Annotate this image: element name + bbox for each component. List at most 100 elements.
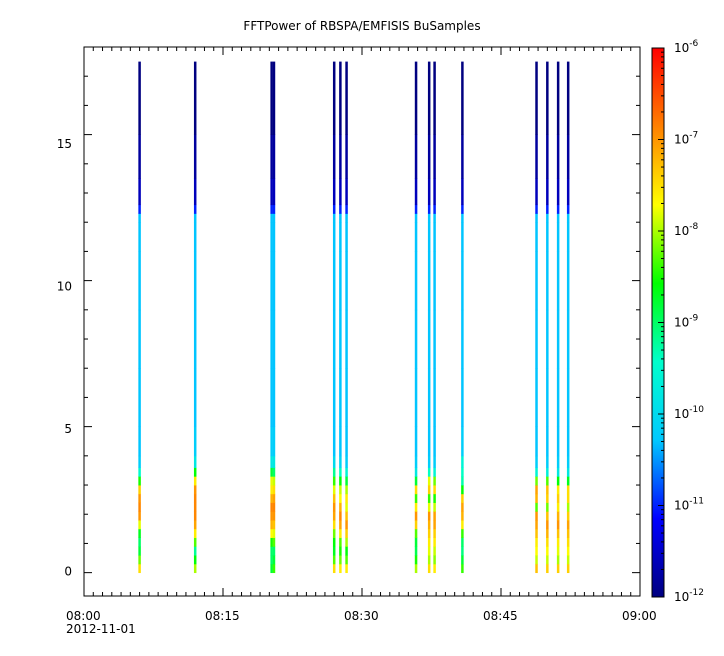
spectrum-cell (345, 511, 348, 521)
spectrum-cell (272, 309, 276, 369)
spectrum-column (339, 61, 342, 574)
spectrum-cell (535, 485, 538, 495)
colorbar-label: 10-8 (674, 222, 699, 238)
spectrum-cell (546, 426, 549, 457)
spectrum-cell (414, 222, 418, 252)
spectrum-cell (272, 134, 276, 179)
spectrum-cell (427, 476, 431, 486)
spectrum-cell (414, 61, 418, 136)
spectrum-cell (566, 476, 570, 486)
spectrum-cell (433, 455, 436, 468)
spectrum-cell (339, 546, 342, 556)
spectrum-cell (433, 537, 436, 547)
spectrum-cell (193, 520, 197, 530)
spectrum-cell (566, 546, 570, 556)
spectrum-cell (332, 134, 336, 179)
spectrum-cell (193, 368, 197, 428)
spectrum-cell (138, 493, 141, 503)
spectrum-cell (461, 309, 464, 369)
spectrum-cell (339, 520, 342, 530)
spectrum-cell (546, 485, 549, 495)
spectrum-cell (566, 426, 570, 457)
spectrum-column (461, 61, 464, 574)
spectrum-cell (332, 520, 336, 530)
spectrum-cell (556, 426, 560, 457)
spectrum-column (270, 61, 273, 574)
spectrum-cell (270, 426, 273, 457)
spectrum-cell (414, 426, 418, 457)
spectrum-cell (272, 178, 276, 206)
spectrum-cell (556, 467, 560, 477)
spectrum-cell (433, 546, 436, 556)
spectrum-cell (339, 502, 342, 512)
spectrum-cell (427, 485, 431, 495)
spectrum-cell (556, 520, 560, 530)
spectrum-column (427, 61, 431, 574)
spectrum-cell (270, 546, 273, 556)
spectrum-cell (414, 563, 418, 574)
spectrum-cell (270, 476, 273, 486)
spectrum-cell (193, 563, 197, 574)
spectrum-cell (332, 537, 336, 547)
spectrum-cell (272, 485, 276, 495)
spectrum-cell (414, 511, 418, 521)
spectrum-cell (270, 368, 273, 428)
y-tick-label: 5 (64, 422, 72, 436)
spectrum-cell (339, 178, 342, 206)
spectrum-cell (345, 476, 348, 486)
chart-title: FFTPower of RBSPA/EMFISIS BuSamples (243, 19, 480, 33)
spectrum-cell (138, 178, 141, 206)
spectrum-cell (272, 528, 276, 538)
spectrum-cell (461, 61, 464, 136)
spectrum-cell (345, 455, 348, 468)
spectrum-cell (535, 426, 538, 457)
spectrum-cell (270, 134, 273, 179)
spectrum-cell (414, 178, 418, 206)
spectrum-cell (339, 251, 342, 311)
spectrum-cell (461, 467, 464, 477)
spectrum-cell (272, 493, 276, 503)
spectrum-cell (427, 502, 431, 512)
spectrum-cell (461, 493, 464, 503)
spectrum-cell (193, 251, 197, 311)
spectrum-cell (193, 467, 197, 477)
spectrum-cell (556, 555, 560, 565)
y-tick-labels: 0 5 10 15 (57, 137, 72, 579)
colorbar-label: 10-12 (674, 588, 704, 604)
spectrum-cell (339, 511, 342, 521)
spectrum-cell (427, 511, 431, 521)
spectrum-cell (138, 546, 141, 556)
spectrum-cell (427, 563, 431, 574)
spectrum-cell (345, 467, 348, 477)
spectrum-cell (339, 61, 342, 136)
spectrum-cell (535, 476, 538, 486)
plot-area (83, 46, 641, 597)
spectrum-cell (345, 309, 348, 369)
spectrum-cell (433, 251, 436, 311)
spectrum-cell (566, 309, 570, 369)
spectrum-cell (193, 61, 197, 136)
spectrum-cell (345, 502, 348, 512)
spectrum-cell (332, 204, 336, 214)
spectrum-cell (345, 493, 348, 503)
spectrum-cell (138, 368, 141, 428)
spectrum-cell (546, 502, 549, 512)
spectrum-cell (427, 455, 431, 468)
spectrum-cell (433, 502, 436, 512)
spectrum-cell (272, 368, 276, 428)
spectrum-cell (461, 213, 464, 223)
spectrum-cell (345, 426, 348, 457)
spectrum-cell (339, 563, 342, 574)
spectrum-cell (193, 485, 197, 495)
spectrum-cell (546, 178, 549, 206)
spectrum-cell (138, 511, 141, 521)
spectrum-column (138, 61, 141, 574)
spectrum-cell (345, 204, 348, 214)
spectrum-cell (332, 563, 336, 574)
spectrum-cell (193, 222, 197, 252)
spectrum-cell (332, 493, 336, 503)
spectrum-cell (566, 134, 570, 179)
spectrum-cell (566, 455, 570, 468)
spectrum-cell (566, 502, 570, 512)
spectrum-cell (566, 251, 570, 311)
